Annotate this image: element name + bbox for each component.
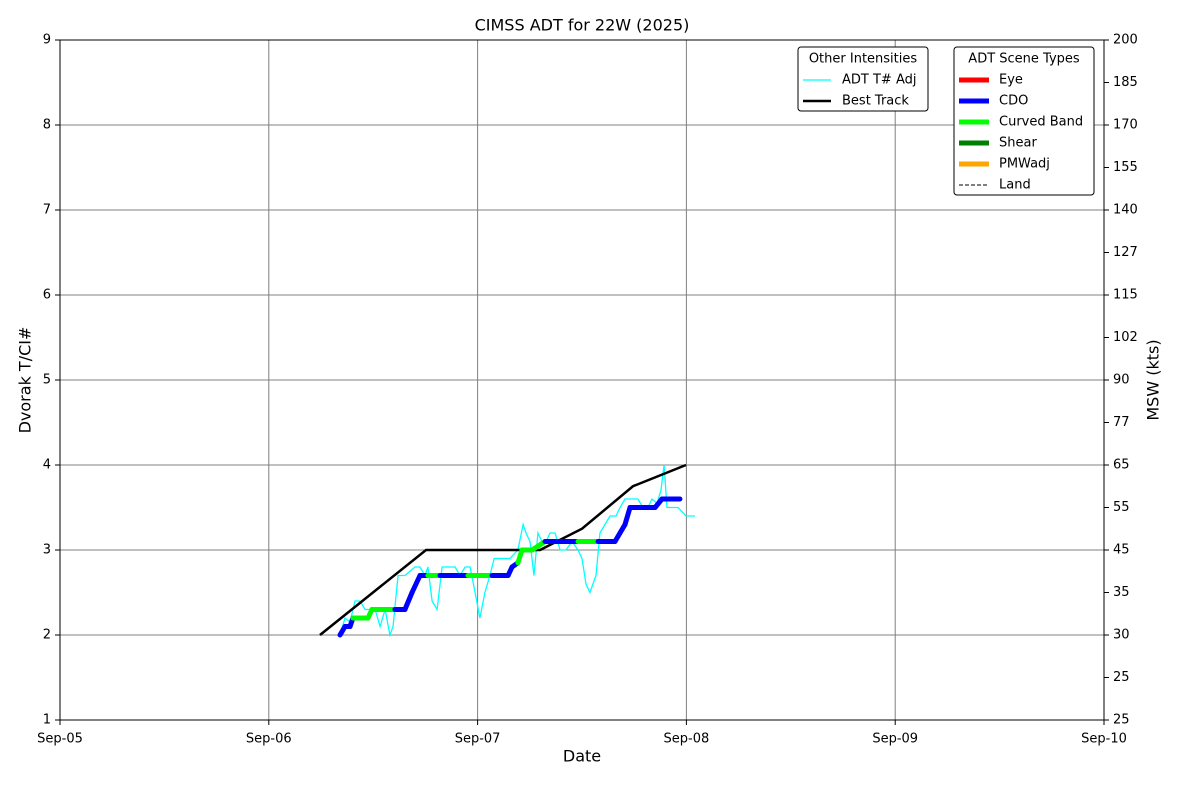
scene-segment	[622, 505, 633, 527]
y-axis-label: Dvorak T/CI#	[16, 327, 35, 434]
y2-tick-label: 25	[1113, 670, 1130, 685]
legend-box	[953, 46, 1095, 196]
y2-tick-label: 127	[1113, 245, 1138, 260]
x-tick-label: Sep-08	[664, 732, 710, 747]
y-tick-label: 3	[43, 543, 51, 558]
legend-label: CDO	[999, 94, 1028, 109]
y2-tick-label: 35	[1113, 585, 1130, 600]
y2-tick-label: 200	[1113, 33, 1138, 48]
x-tick-label: Sep-09	[872, 732, 918, 747]
legend-label: ADT T# Adj	[842, 73, 916, 88]
y2-tick-label: 25	[1113, 713, 1130, 728]
chart-title: CIMSS ADT for 22W (2025)	[475, 16, 690, 35]
y2-tick-label: 45	[1113, 543, 1130, 558]
y-tick-label: 2	[43, 628, 51, 643]
legend-label: Eye	[999, 73, 1023, 88]
y2-tick-label: 102	[1113, 330, 1138, 345]
y-tick-label: 8	[43, 118, 51, 133]
scene-segment	[402, 590, 415, 612]
scene-segment	[529, 539, 548, 553]
y2-tick-label: 90	[1113, 373, 1130, 388]
x-tick-label: Sep-06	[246, 732, 292, 747]
legend-label: Land	[999, 178, 1031, 193]
y-tick-label: 9	[43, 33, 51, 48]
series-line	[339, 464, 695, 638]
y2-tick-label: 155	[1113, 160, 1138, 175]
y2-tick-label: 55	[1113, 500, 1130, 515]
x-tick-label: Sep-05	[37, 732, 83, 747]
x-tick-label: Sep-07	[455, 732, 501, 747]
y2-tick-label: 170	[1113, 118, 1138, 133]
scene-segment	[409, 573, 423, 595]
legend-label: PMWadj	[999, 157, 1050, 172]
scene-segment	[612, 522, 628, 544]
plot-frame	[59, 39, 1105, 721]
y2-tick-label: 65	[1113, 458, 1130, 473]
legend-box	[797, 46, 929, 112]
y2-tick-label: 77	[1113, 415, 1130, 430]
y2-tick-label: 30	[1113, 628, 1130, 643]
y-tick-label: 1	[43, 713, 51, 728]
legend-label: Best Track	[842, 94, 909, 109]
legend-label: Shear	[999, 136, 1037, 151]
x-tick-label: Sep-10	[1081, 732, 1127, 747]
y2-tick-label: 115	[1113, 288, 1138, 303]
legend-title: Other Intensities	[809, 52, 918, 67]
legend-title: ADT Scene Types	[968, 52, 1080, 67]
y-tick-label: 5	[43, 373, 51, 388]
y-tick-label: 4	[43, 458, 51, 473]
y-tick-label: 6	[43, 288, 51, 303]
y2-axis-label: MSW (kts)	[1144, 339, 1163, 420]
x-axis-label: Date	[563, 747, 601, 766]
y2-tick-label: 185	[1113, 75, 1138, 90]
y-tick-label: 7	[43, 203, 51, 218]
y2-tick-label: 140	[1113, 203, 1138, 218]
legend-label: Curved Band	[999, 115, 1083, 130]
